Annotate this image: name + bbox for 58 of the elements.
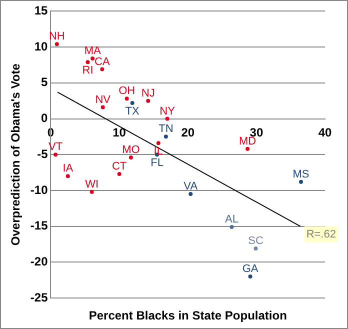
y-tick-label: -20	[30, 254, 48, 268]
series-label: MA	[84, 45, 102, 58]
point	[165, 116, 170, 121]
point	[146, 98, 150, 103]
point	[100, 67, 104, 72]
series-label: IA	[62, 162, 74, 175]
series-label: NH	[48, 30, 65, 43]
point	[254, 246, 258, 251]
point	[164, 134, 168, 139]
series-label: CA	[94, 56, 110, 68]
series-label: WI	[85, 178, 99, 190]
annotation: R=.62	[306, 228, 336, 240]
x-axis-title: Percent Blacks in State Population	[88, 308, 287, 322]
point	[54, 152, 58, 157]
series-label: NJ	[141, 87, 155, 100]
y-tick-label: -10	[30, 182, 48, 197]
y-tick-label: -25	[30, 290, 48, 304]
series-label: MO	[122, 144, 140, 156]
point	[100, 105, 105, 110]
point	[117, 172, 122, 176]
series-label: NY	[160, 105, 176, 118]
x-tick-label: 20	[181, 125, 195, 140]
series-label: MS	[292, 168, 310, 180]
series-label: VA	[184, 180, 198, 193]
x-tick-label: 10	[112, 125, 126, 140]
x-tick-label: 40	[318, 125, 332, 140]
series-label: GA	[242, 263, 259, 276]
series-label: OH	[118, 85, 136, 98]
series-label: TN	[158, 123, 174, 136]
point	[130, 100, 134, 105]
point	[246, 146, 250, 151]
y-tick-label: 5	[41, 75, 48, 90]
point	[90, 190, 94, 194]
point	[124, 96, 129, 101]
series-label: TX	[125, 106, 140, 118]
y-tick-label: 0	[41, 111, 48, 126]
series-label: VT	[48, 141, 63, 154]
series-label: CT	[112, 160, 127, 172]
y-tick-label: 10	[34, 39, 48, 54]
point	[66, 174, 70, 178]
point	[54, 42, 59, 46]
series-label: SC	[248, 235, 264, 248]
y-tick-label: 15	[34, 4, 48, 18]
point	[248, 274, 252, 278]
series-label: FL	[150, 157, 164, 170]
series-label: NV	[95, 94, 112, 106]
y-tick-label: -5	[37, 146, 48, 161]
y-axis-title: Overprediction of Obama's Vote	[8, 63, 23, 246]
series-label: AL	[225, 214, 238, 226]
point	[188, 192, 193, 196]
point	[299, 180, 304, 184]
point	[230, 225, 234, 230]
y-tick-label: -15	[30, 218, 48, 233]
point	[128, 155, 133, 160]
series-label: RI	[82, 64, 94, 77]
point	[156, 141, 160, 146]
point	[90, 56, 95, 61]
point	[86, 60, 90, 64]
